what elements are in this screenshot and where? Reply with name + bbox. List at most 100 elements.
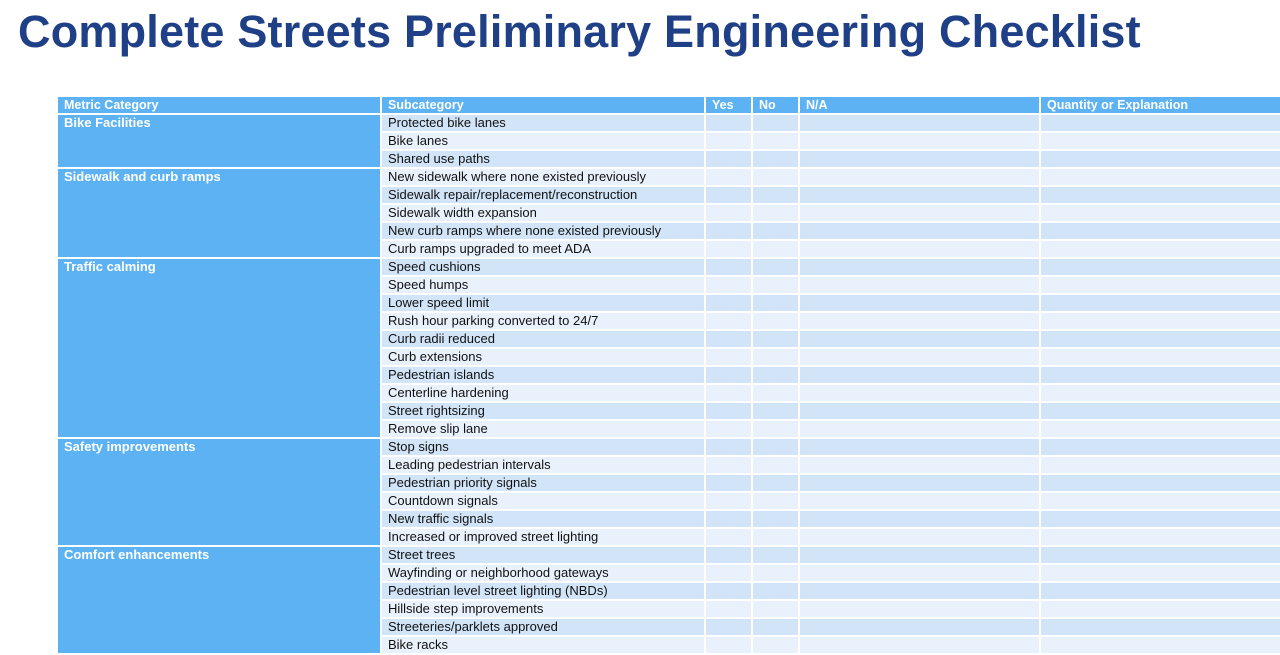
yes-cell[interactable] — [704, 455, 753, 475]
yes-cell[interactable] — [704, 329, 753, 349]
na-cell[interactable] — [798, 617, 1041, 637]
no-cell[interactable] — [751, 131, 800, 151]
na-cell[interactable] — [798, 329, 1041, 349]
quantity-cell[interactable] — [1039, 149, 1280, 169]
no-cell[interactable] — [751, 275, 800, 295]
quantity-cell[interactable] — [1039, 239, 1280, 259]
quantity-cell[interactable] — [1039, 581, 1280, 601]
yes-cell[interactable] — [704, 491, 753, 511]
na-cell[interactable] — [798, 419, 1041, 439]
quantity-cell[interactable] — [1039, 509, 1280, 529]
no-cell[interactable] — [751, 599, 800, 619]
na-cell[interactable] — [798, 473, 1041, 493]
no-cell[interactable] — [751, 635, 800, 655]
quantity-cell[interactable] — [1039, 635, 1280, 655]
yes-cell[interactable] — [704, 401, 753, 421]
yes-cell[interactable] — [704, 581, 753, 601]
yes-cell[interactable] — [704, 545, 753, 565]
quantity-cell[interactable] — [1039, 293, 1280, 313]
quantity-cell[interactable] — [1039, 311, 1280, 331]
no-cell[interactable] — [751, 581, 800, 601]
yes-cell[interactable] — [704, 239, 753, 259]
quantity-cell[interactable] — [1039, 473, 1280, 493]
no-cell[interactable] — [751, 185, 800, 205]
no-cell[interactable] — [751, 347, 800, 367]
no-cell[interactable] — [751, 329, 800, 349]
quantity-cell[interactable] — [1039, 599, 1280, 619]
quantity-cell[interactable] — [1039, 347, 1280, 367]
yes-cell[interactable] — [704, 311, 753, 331]
na-cell[interactable] — [798, 599, 1041, 619]
na-cell[interactable] — [798, 275, 1041, 295]
na-cell[interactable] — [798, 293, 1041, 313]
yes-cell[interactable] — [704, 167, 753, 187]
quantity-cell[interactable] — [1039, 401, 1280, 421]
no-cell[interactable] — [751, 383, 800, 403]
na-cell[interactable] — [798, 491, 1041, 511]
quantity-cell[interactable] — [1039, 419, 1280, 439]
yes-cell[interactable] — [704, 275, 753, 295]
quantity-cell[interactable] — [1039, 455, 1280, 475]
no-cell[interactable] — [751, 545, 800, 565]
quantity-cell[interactable] — [1039, 329, 1280, 349]
na-cell[interactable] — [798, 203, 1041, 223]
yes-cell[interactable] — [704, 563, 753, 583]
no-cell[interactable] — [751, 509, 800, 529]
no-cell[interactable] — [751, 365, 800, 385]
na-cell[interactable] — [798, 113, 1041, 133]
yes-cell[interactable] — [704, 257, 753, 277]
no-cell[interactable] — [751, 221, 800, 241]
no-cell[interactable] — [751, 473, 800, 493]
quantity-cell[interactable] — [1039, 545, 1280, 565]
na-cell[interactable] — [798, 563, 1041, 583]
no-cell[interactable] — [751, 527, 800, 547]
no-cell[interactable] — [751, 311, 800, 331]
yes-cell[interactable] — [704, 113, 753, 133]
no-cell[interactable] — [751, 617, 800, 637]
yes-cell[interactable] — [704, 635, 753, 655]
quantity-cell[interactable] — [1039, 221, 1280, 241]
na-cell[interactable] — [798, 347, 1041, 367]
na-cell[interactable] — [798, 401, 1041, 421]
quantity-cell[interactable] — [1039, 617, 1280, 637]
quantity-cell[interactable] — [1039, 113, 1280, 133]
na-cell[interactable] — [798, 185, 1041, 205]
na-cell[interactable] — [798, 635, 1041, 655]
no-cell[interactable] — [751, 563, 800, 583]
na-cell[interactable] — [798, 167, 1041, 187]
quantity-cell[interactable] — [1039, 131, 1280, 151]
yes-cell[interactable] — [704, 599, 753, 619]
yes-cell[interactable] — [704, 509, 753, 529]
no-cell[interactable] — [751, 149, 800, 169]
quantity-cell[interactable] — [1039, 185, 1280, 205]
na-cell[interactable] — [798, 455, 1041, 475]
quantity-cell[interactable] — [1039, 203, 1280, 223]
yes-cell[interactable] — [704, 383, 753, 403]
quantity-cell[interactable] — [1039, 167, 1280, 187]
yes-cell[interactable] — [704, 185, 753, 205]
na-cell[interactable] — [798, 545, 1041, 565]
na-cell[interactable] — [798, 239, 1041, 259]
no-cell[interactable] — [751, 293, 800, 313]
yes-cell[interactable] — [704, 527, 753, 547]
quantity-cell[interactable] — [1039, 563, 1280, 583]
yes-cell[interactable] — [704, 131, 753, 151]
yes-cell[interactable] — [704, 293, 753, 313]
na-cell[interactable] — [798, 311, 1041, 331]
no-cell[interactable] — [751, 203, 800, 223]
no-cell[interactable] — [751, 257, 800, 277]
na-cell[interactable] — [798, 383, 1041, 403]
no-cell[interactable] — [751, 239, 800, 259]
no-cell[interactable] — [751, 167, 800, 187]
na-cell[interactable] — [798, 131, 1041, 151]
yes-cell[interactable] — [704, 149, 753, 169]
yes-cell[interactable] — [704, 419, 753, 439]
na-cell[interactable] — [798, 527, 1041, 547]
na-cell[interactable] — [798, 221, 1041, 241]
quantity-cell[interactable] — [1039, 527, 1280, 547]
na-cell[interactable] — [798, 581, 1041, 601]
quantity-cell[interactable] — [1039, 275, 1280, 295]
yes-cell[interactable] — [704, 365, 753, 385]
no-cell[interactable] — [751, 419, 800, 439]
no-cell[interactable] — [751, 113, 800, 133]
